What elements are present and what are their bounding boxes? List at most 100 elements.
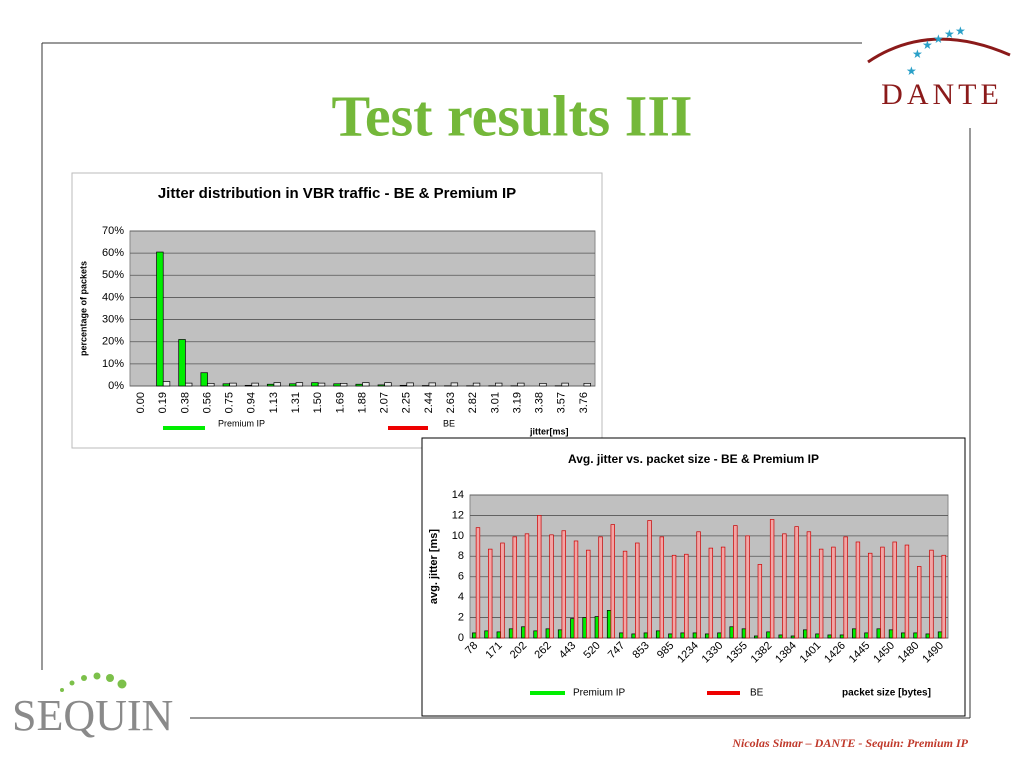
x-tick-label: 0.94 (246, 392, 258, 413)
bar (778, 634, 783, 639)
x-tick-label: 1.88 (356, 392, 368, 413)
x-tick-label: 2.82 (467, 392, 479, 413)
bar (450, 382, 459, 387)
bar (852, 628, 857, 639)
bar (717, 632, 722, 639)
bar (741, 628, 747, 639)
plot-area (129, 230, 596, 387)
x-axis-label: packet size [bytes] (842, 688, 931, 699)
bar (692, 632, 698, 639)
bar (769, 519, 775, 639)
bar (815, 633, 820, 639)
bar (818, 548, 824, 639)
bar (827, 634, 832, 639)
bar (311, 382, 319, 387)
x-tick-label: 2.25 (401, 392, 413, 413)
bar (524, 533, 530, 639)
bar (704, 633, 710, 639)
bar (561, 530, 566, 639)
bar (207, 382, 215, 387)
y-tick-label: 40% (102, 291, 124, 303)
bar (680, 632, 685, 639)
bar (803, 629, 808, 639)
bar (517, 382, 525, 387)
bar (222, 383, 230, 387)
bar (472, 382, 481, 387)
bar (406, 382, 414, 387)
y-tick-label: 50% (102, 269, 124, 281)
bar (720, 546, 726, 639)
bar (892, 541, 897, 639)
bar (643, 632, 649, 639)
bar (655, 630, 661, 639)
bar (340, 382, 348, 387)
svg-text:★: ★ (912, 47, 923, 61)
bar (831, 546, 836, 639)
y-tick-label: 10% (102, 358, 124, 370)
bar (557, 629, 563, 639)
bar (273, 382, 281, 387)
y-axis-label: avg. jitter [ms] (428, 529, 440, 605)
bar (289, 383, 297, 387)
bar (659, 536, 665, 639)
bar (521, 626, 526, 639)
bar (266, 383, 275, 387)
x-axis-label: jitter[ms] (529, 426, 569, 436)
bar (162, 381, 171, 387)
y-tick-label: 14 (452, 489, 464, 501)
legend-label: BE (750, 688, 764, 699)
logo-arc (867, 37, 1011, 64)
bar (696, 531, 701, 639)
bar (362, 382, 370, 387)
logo-dante: DANTE (881, 78, 1003, 111)
svg-text:★: ★ (906, 64, 917, 78)
bar (606, 610, 612, 639)
bar (399, 384, 408, 387)
bar (855, 541, 861, 639)
bar (794, 526, 799, 639)
svg-text:★: ★ (955, 24, 966, 38)
bar (598, 536, 603, 639)
bar (178, 339, 186, 387)
bar (317, 382, 326, 387)
bar (917, 566, 922, 639)
bar (428, 382, 436, 387)
x-tick-label: 0.56 (201, 392, 213, 413)
x-tick-label: 3.38 (534, 392, 546, 413)
x-tick-label: 2.63 (445, 392, 457, 413)
bar (539, 382, 547, 387)
bar (355, 383, 363, 387)
bar (668, 633, 673, 639)
bar (635, 542, 640, 639)
bar (229, 382, 237, 387)
bar (484, 630, 489, 639)
bar (782, 533, 787, 639)
bar (475, 527, 481, 639)
chart-title: Jitter distribution in VBR traffic - BE … (158, 185, 516, 202)
legend-label: Premium IP (573, 688, 626, 699)
x-tick-label: 3.76 (578, 392, 590, 413)
bar (880, 546, 885, 639)
bar (684, 553, 689, 639)
x-tick-label: 1.31 (290, 392, 302, 413)
logo-sequin: SEQUIN (12, 691, 173, 740)
bar (570, 618, 575, 639)
bar (631, 633, 636, 639)
bar (937, 631, 943, 639)
bar (876, 628, 881, 639)
bar (472, 632, 477, 639)
bar (496, 631, 501, 639)
bar (582, 617, 587, 639)
y-tick-label: 30% (102, 313, 124, 325)
footer: Nicolas Simar – DANTE - Sequin: Premium … (731, 736, 968, 750)
bar (512, 536, 517, 639)
x-tick-label: 2.44 (423, 392, 435, 413)
bar (806, 531, 812, 639)
legend-label: BE (443, 418, 455, 428)
y-tick-label: 4 (458, 591, 464, 603)
bar (377, 384, 385, 387)
bar (185, 382, 193, 387)
bar (753, 635, 759, 639)
bar (586, 549, 591, 639)
bar (671, 554, 677, 639)
